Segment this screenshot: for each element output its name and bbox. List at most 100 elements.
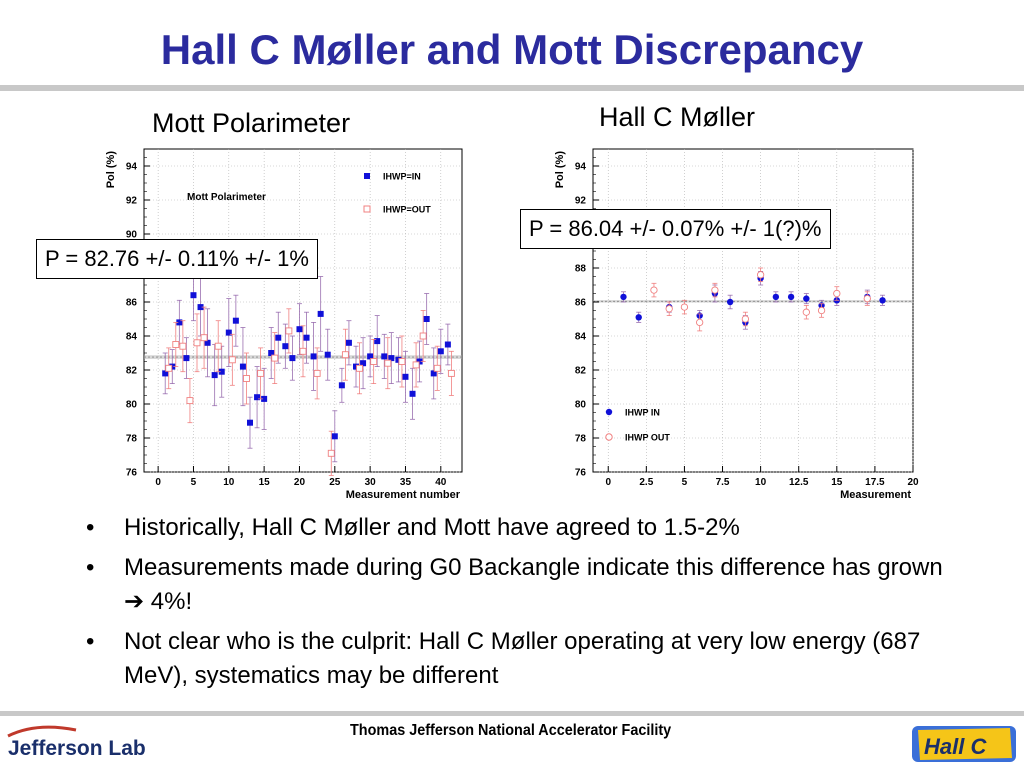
data-point-ihwp-in xyxy=(879,297,886,304)
data-point-ihwp-out xyxy=(172,341,180,348)
x-tick-label: 10 xyxy=(755,477,767,488)
jefferson-lab-text: Jefferson Lab xyxy=(8,737,146,760)
bullet-item: • Not clear who is the culprit: Hall C Mø… xyxy=(86,625,966,693)
data-point-ihwp-out xyxy=(356,364,363,372)
data-point-ihwp-in xyxy=(360,360,367,367)
legend-marker-ihwp-in xyxy=(364,173,370,179)
data-point-ihwp-in xyxy=(374,338,381,345)
data-point-ihwp-out xyxy=(741,315,750,323)
data-point-ihwp-in xyxy=(275,334,282,341)
x-tick-label: 17.5 xyxy=(865,477,885,488)
hallc-moller-chart: 02.557.51012.51517.520767880828486889092… xyxy=(554,148,919,501)
x-tick-label: 5 xyxy=(191,477,197,488)
data-point-ihwp-out xyxy=(165,364,173,372)
data-point-ihwp-in xyxy=(367,353,374,360)
data-point-ihwp-in xyxy=(338,382,345,389)
data-point-ihwp-out xyxy=(419,332,427,340)
plot-inner-title: Mott Polarimeter xyxy=(187,192,266,203)
data-point-ihwp-in xyxy=(232,317,239,324)
data-point-ihwp-out xyxy=(433,364,441,372)
data-point-ihwp-out xyxy=(299,347,307,355)
data-point-ihwp-in xyxy=(254,394,261,401)
mott-chart-caption: Mott Polarimeter xyxy=(152,108,351,138)
data-point-ihwp-in xyxy=(296,326,303,333)
x-tick-label: 35 xyxy=(400,477,412,488)
y-tick-label: 76 xyxy=(126,468,138,479)
data-point-ihwp-in xyxy=(787,293,795,301)
data-point-ihwp-out xyxy=(200,334,208,342)
y-axis-label: Pol (%) xyxy=(105,151,117,189)
data-point-ihwp-in xyxy=(395,356,402,363)
bullet-text: Historically, Hall C Møller and Mott hav… xyxy=(124,514,740,541)
data-point-ihwp-out xyxy=(313,369,321,377)
data-point-ihwp-out xyxy=(756,271,765,279)
data-point-ihwp-out xyxy=(370,358,378,365)
data-point-ihwp-in xyxy=(190,292,197,299)
moller-chart-caption: Hall C Møller xyxy=(599,102,756,132)
jefferson-lab-logo: Jefferson Lab xyxy=(6,722,166,767)
bullet-list: • Historically, Hall C Møller and Mott ha… xyxy=(86,511,966,699)
data-point-ihwp-in xyxy=(345,339,352,346)
data-point-ihwp-in xyxy=(239,363,246,370)
data-point-ihwp-in xyxy=(803,295,810,302)
y-tick-label: 78 xyxy=(126,434,138,445)
data-point-ihwp-in xyxy=(353,363,359,370)
legend-label: IHWP IN xyxy=(625,408,660,418)
y-tick-label: 82 xyxy=(126,366,138,377)
hall-c-logo: Hall C xyxy=(912,718,1018,771)
x-tick-label: 20 xyxy=(907,477,919,488)
data-point-ihwp-out xyxy=(863,294,871,303)
data-point-ihwp-in xyxy=(225,329,232,336)
data-point-ihwp-out xyxy=(447,369,455,377)
x-tick-label: 15 xyxy=(831,477,843,488)
data-point-ihwp-in xyxy=(176,319,183,326)
data-point-ihwp-in xyxy=(162,370,169,377)
footer-divider xyxy=(0,711,1024,716)
y-tick-label: 88 xyxy=(575,264,587,275)
data-point-ihwp-in xyxy=(310,353,317,360)
x-tick-label: 0 xyxy=(155,477,161,488)
mott-polarimeter-chart: 051015202530354076788082848688909294Meas… xyxy=(105,148,463,501)
data-point-ihwp-in xyxy=(402,373,409,380)
y-tick-label: 84 xyxy=(575,332,587,343)
data-point-ihwp-in xyxy=(416,358,423,365)
data-point-ihwp-out xyxy=(696,318,704,327)
y-tick-label: 86 xyxy=(126,298,138,309)
data-point-ihwp-in xyxy=(183,355,190,362)
data-point-ihwp-in xyxy=(381,353,388,360)
hall-c-logo-icon: Hall C xyxy=(912,726,1016,762)
data-point-ihwp-out xyxy=(711,286,719,294)
data-point-ihwp-in xyxy=(430,370,437,377)
x-tick-label: 12.5 xyxy=(789,477,809,488)
y-tick-label: 80 xyxy=(575,400,587,411)
data-point-ihwp-out xyxy=(833,289,841,298)
data-point-ihwp-out xyxy=(193,339,201,347)
data-point-ihwp-in xyxy=(282,343,289,350)
data-point-ihwp-out xyxy=(650,286,658,294)
jefferson-lab-swoosh-icon: Jefferson Lab xyxy=(7,725,146,760)
x-tick-label: 15 xyxy=(259,477,271,488)
data-point-ihwp-in xyxy=(197,304,204,311)
hall-c-logo-text: Hall C xyxy=(924,734,987,759)
data-point-ihwp-in xyxy=(204,339,211,346)
y-tick-label: 92 xyxy=(126,196,138,207)
data-point-ihwp-out xyxy=(817,306,826,315)
legend-marker-ihwp-out xyxy=(605,433,613,441)
y-tick-label: 82 xyxy=(575,366,587,377)
data-point-ihwp-in xyxy=(218,368,225,375)
footer-text: Thomas Jefferson National Accelerator Fa… xyxy=(350,722,672,739)
bullet-text: Not clear who is the culprit: Hall C Møl… xyxy=(124,628,921,689)
data-point-ihwp-in xyxy=(261,395,268,402)
plot-frame xyxy=(143,148,463,473)
data-point-ihwp-in xyxy=(620,293,627,301)
data-point-ihwp-in xyxy=(289,355,296,362)
data-point-ihwp-out xyxy=(327,449,335,457)
y-tick-label: 92 xyxy=(575,196,587,207)
data-point-ihwp-in xyxy=(444,341,451,348)
data-point-ihwp-out xyxy=(285,327,293,335)
data-point-ihwp-out xyxy=(271,354,279,362)
legend-marker-ihwp-out xyxy=(363,205,371,213)
x-axis-label: Measurement xyxy=(840,489,911,501)
bullet-text: Measurements made during G0 Backangle in… xyxy=(124,554,943,615)
bullet-dot-icon: • xyxy=(86,514,95,541)
